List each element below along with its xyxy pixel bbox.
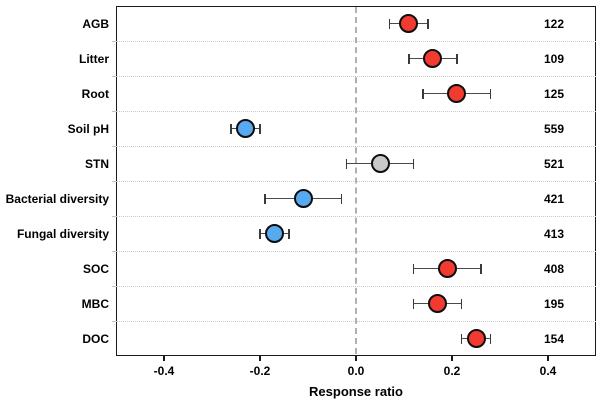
data-point-circle [423, 49, 443, 68]
sample-size-label: 521 [543, 156, 564, 171]
error-bar-cap-left [230, 123, 232, 134]
x-axis-tick [355, 356, 357, 361]
error-bar-cap-left [422, 88, 424, 99]
error-bar-cap-left [388, 18, 391, 29]
error-bar-cap-right [456, 53, 458, 64]
error-bar-cap-right [489, 333, 492, 344]
x-axis-tick [547, 356, 549, 361]
category-label: SOC [82, 261, 109, 276]
y-axis-minor-tick [112, 76, 116, 77]
category-label: DOC [82, 331, 109, 346]
x-axis-tick-label: 0.0 [347, 364, 365, 378]
error-bar-cap-left [408, 53, 410, 64]
category-label: Litter [79, 51, 109, 66]
data-point-circle [447, 84, 467, 103]
error-bar-cap-right [412, 158, 415, 169]
data-point-circle [370, 154, 390, 173]
sample-size-label: 109 [543, 51, 564, 66]
error-bar-cap-left [412, 298, 415, 309]
error-bar-cap-right [427, 18, 429, 29]
data-point-circle [399, 14, 419, 33]
error-bar-cap-right [480, 263, 482, 274]
error-bar-cap-left [264, 193, 266, 204]
sample-size-label: 125 [543, 86, 564, 101]
x-axis-tick-label: 0.4 [539, 364, 557, 378]
category-label: Bacterial diversity [5, 191, 109, 206]
error-bar-cap-right [288, 228, 290, 239]
data-point-circle [264, 224, 284, 243]
sample-size-label: 559 [543, 121, 564, 136]
x-axis-tick [259, 356, 261, 361]
data-point-circle [466, 329, 486, 348]
category-label: STN [85, 156, 109, 171]
error-bar-cap-left [412, 263, 415, 274]
y-axis-minor-tick [112, 41, 116, 42]
category-label: AGB [82, 16, 109, 31]
x-axis-tick-label: -0.4 [153, 364, 175, 378]
sample-size-label: 122 [543, 16, 564, 31]
error-bar-cap-left [345, 158, 348, 169]
x-axis-tick-label: 0.2 [443, 364, 461, 378]
y-axis-minor-tick [112, 216, 116, 217]
error-bar-cap-left [460, 333, 463, 344]
y-axis-minor-tick [112, 181, 116, 182]
zero-reference-line [355, 7, 357, 354]
error-bar-cap-right [460, 298, 463, 309]
category-label: Soil pH [67, 121, 109, 136]
x-axis-tick [451, 356, 453, 361]
error-bar-cap-right [340, 193, 343, 204]
data-point-circle [428, 294, 448, 313]
y-axis-minor-tick [112, 111, 116, 112]
y-axis-minor-tick [112, 251, 116, 252]
category-label: Fungal diversity [16, 226, 109, 241]
y-axis-minor-tick [112, 286, 116, 287]
sample-size-label: 421 [543, 191, 564, 206]
data-point-circle [236, 119, 256, 138]
x-axis-tick-label: -0.2 [249, 364, 271, 378]
x-axis-title: Response ratio [309, 384, 403, 399]
sample-size-label: 195 [543, 296, 564, 311]
sample-size-label: 408 [543, 261, 564, 276]
error-bar-cap-right [489, 88, 492, 99]
category-label: Root [81, 86, 109, 101]
category-label: MBC [81, 296, 109, 311]
sample-size-label: 154 [543, 331, 564, 346]
data-point-circle [437, 259, 457, 278]
x-axis-tick [163, 356, 165, 361]
y-axis-minor-tick [112, 146, 116, 147]
error-bar-cap-left [259, 228, 261, 239]
sample-size-label: 413 [543, 226, 564, 241]
error-bar-cap-right [259, 123, 261, 134]
data-point-circle [293, 189, 313, 208]
y-axis-minor-tick [112, 321, 116, 322]
